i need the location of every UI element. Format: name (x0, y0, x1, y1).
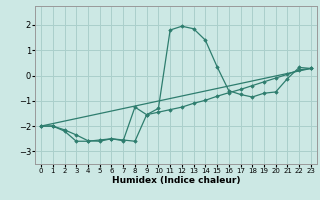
X-axis label: Humidex (Indice chaleur): Humidex (Indice chaleur) (112, 176, 240, 185)
